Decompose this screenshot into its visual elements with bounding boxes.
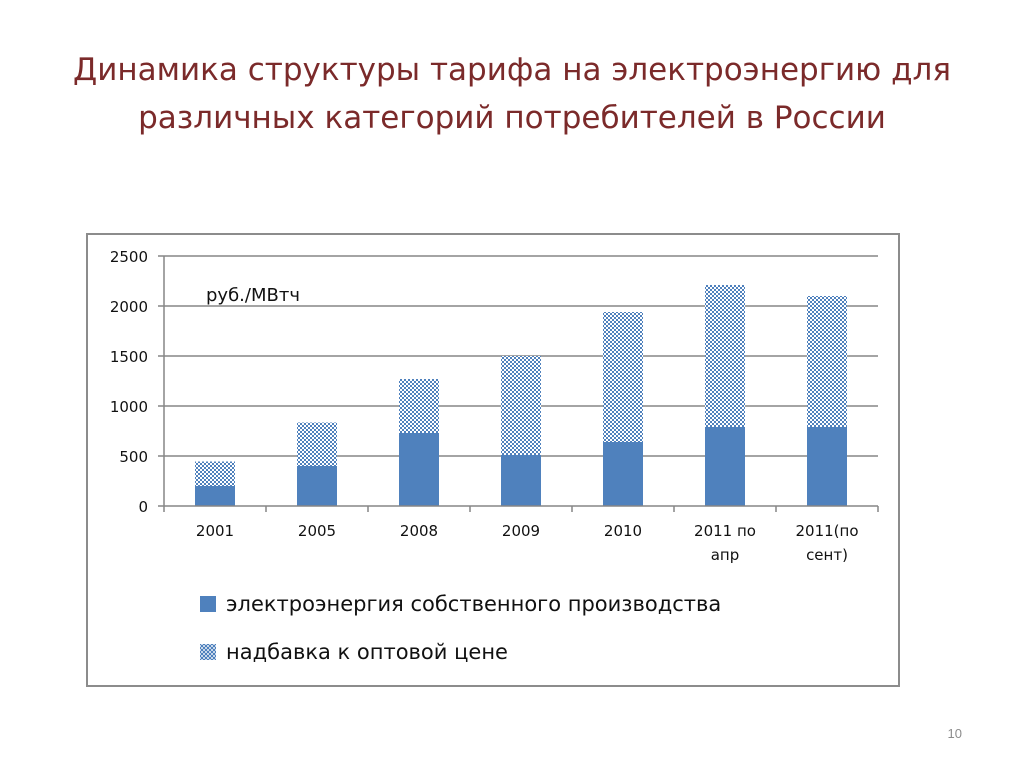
bar-own-production — [297, 466, 337, 506]
bar-wholesale-markup — [807, 296, 847, 427]
bar-own-production — [399, 433, 439, 506]
y-tick-label: 2500 — [110, 248, 148, 266]
x-tick-label: апр — [711, 546, 740, 564]
bar-wholesale-markup — [501, 356, 541, 455]
x-tick-label: 2005 — [298, 522, 336, 540]
bar-wholesale-markup — [195, 461, 235, 486]
legend-swatch-pattern — [200, 644, 216, 660]
y-tick-label: 0 — [138, 498, 148, 516]
bar-wholesale-markup — [705, 285, 745, 427]
x-tick-label: сент) — [806, 546, 848, 564]
y-tick-label: 500 — [119, 448, 148, 466]
x-tick-label: 2010 — [604, 522, 642, 540]
legend-swatch-solid — [200, 596, 216, 612]
page-number: 10 — [947, 726, 962, 741]
bar-chart: 0 500 1000 1500 2000 2500 2001 2005 2008 2009 2010… — [110, 248, 879, 564]
chart-frame: 0 500 1000 1500 2000 2500 2001 2005 2008 2009 2010… — [86, 233, 900, 687]
x-tick-label: 2011 по — [694, 522, 756, 540]
bar-wholesale-markup — [603, 312, 643, 442]
axes — [158, 255, 879, 512]
bar-wholesale-markup — [399, 379, 439, 433]
unit-label: руб./МВтч — [206, 285, 300, 306]
bar-own-production — [195, 486, 235, 506]
y-tick-label: 2000 — [110, 298, 148, 316]
bar-own-production — [501, 455, 541, 506]
y-tick-label: 1500 — [110, 348, 148, 366]
legend-item-own-production: электроэнергия собственного производства — [200, 591, 721, 617]
bar-own-production — [603, 442, 643, 506]
bar-own-production — [807, 427, 847, 506]
y-tick-label: 1000 — [110, 398, 148, 416]
x-tick-label: 2011(по — [795, 522, 858, 540]
legend-label-own-production: электроэнергия собственного производства — [226, 592, 722, 616]
x-tick-label: 2009 — [502, 522, 540, 540]
x-tick-label: 2008 — [400, 522, 438, 540]
x-tick-label: 2001 — [196, 522, 234, 540]
legend-item-wholesale-markup: надбавка к оптовой цене — [200, 639, 721, 665]
tick-labels: 0 500 1000 1500 2000 2500 2001 2005 2008 2009 2010… — [110, 248, 859, 564]
legend-label-wholesale-markup: надбавка к оптовой цене — [226, 640, 508, 664]
bar-wholesale-markup — [297, 422, 337, 466]
title-line-2: различных категорий потребителей в Росси… — [138, 100, 886, 136]
bars — [195, 285, 847, 506]
title-line-1: Динамика структуры тарифа на электроэнер… — [73, 52, 951, 88]
slide-title: Динамика структуры тарифа на электроэнер… — [40, 46, 984, 142]
bar-own-production — [705, 427, 745, 506]
legend: электроэнергия собственного производства… — [200, 591, 721, 687]
